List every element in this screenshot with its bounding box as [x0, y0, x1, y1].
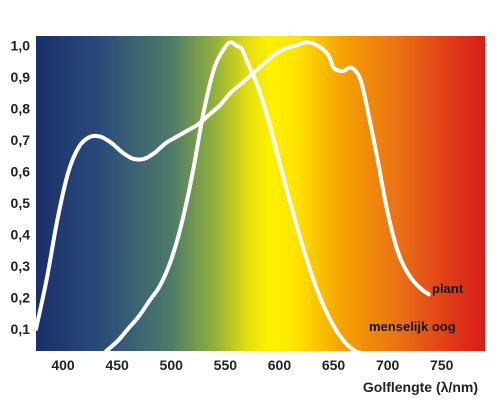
- series-label-plant: plant: [432, 281, 464, 296]
- x-tick-label: 400: [51, 357, 75, 373]
- series-layer: [36, 40, 431, 351]
- series-label-menselijk-oog: menselijk oog: [369, 319, 456, 334]
- x-axis-title: Golflengte (λ/nm): [363, 379, 478, 395]
- y-tick-label: 0,4: [11, 226, 31, 242]
- x-tick-label: 750: [430, 357, 454, 373]
- y-tick-label: 1,0: [11, 37, 31, 53]
- y-tick-label: 0,6: [11, 163, 31, 179]
- y-tick-label: 0,8: [11, 100, 31, 116]
- y-tick-label: 0,9: [11, 69, 31, 85]
- plot-background: [36, 36, 485, 351]
- y-tick-label: 0,1: [11, 321, 31, 337]
- y-axis-ticks: 0,1 0,2 0,3 0,4 0,5 0,6 0,7 0,8 0,9 1,0: [11, 37, 31, 337]
- y-tick-label: 0,5: [11, 195, 31, 211]
- y-tick-label: 0,2: [11, 289, 31, 305]
- x-axis-ticks: 400 450 500 550 600 650 700 750: [51, 357, 453, 373]
- y-tick-label: 0,7: [11, 132, 31, 148]
- series-line-menselijk-oog: [104, 40, 361, 351]
- x-tick-label: 500: [160, 357, 184, 373]
- x-tick-label: 700: [376, 357, 400, 373]
- x-tick-label: 550: [214, 357, 238, 373]
- y-tick-label: 0,3: [11, 258, 31, 274]
- x-tick-label: 450: [105, 357, 129, 373]
- x-tick-label: 600: [268, 357, 292, 373]
- x-tick-label: 650: [322, 357, 346, 373]
